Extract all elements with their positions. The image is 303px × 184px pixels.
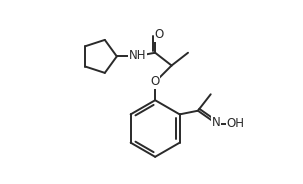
Text: NH: NH [129,49,146,62]
Text: OH: OH [226,117,244,130]
Text: O: O [154,28,163,41]
Text: O: O [151,75,160,89]
Text: N: N [212,116,221,129]
